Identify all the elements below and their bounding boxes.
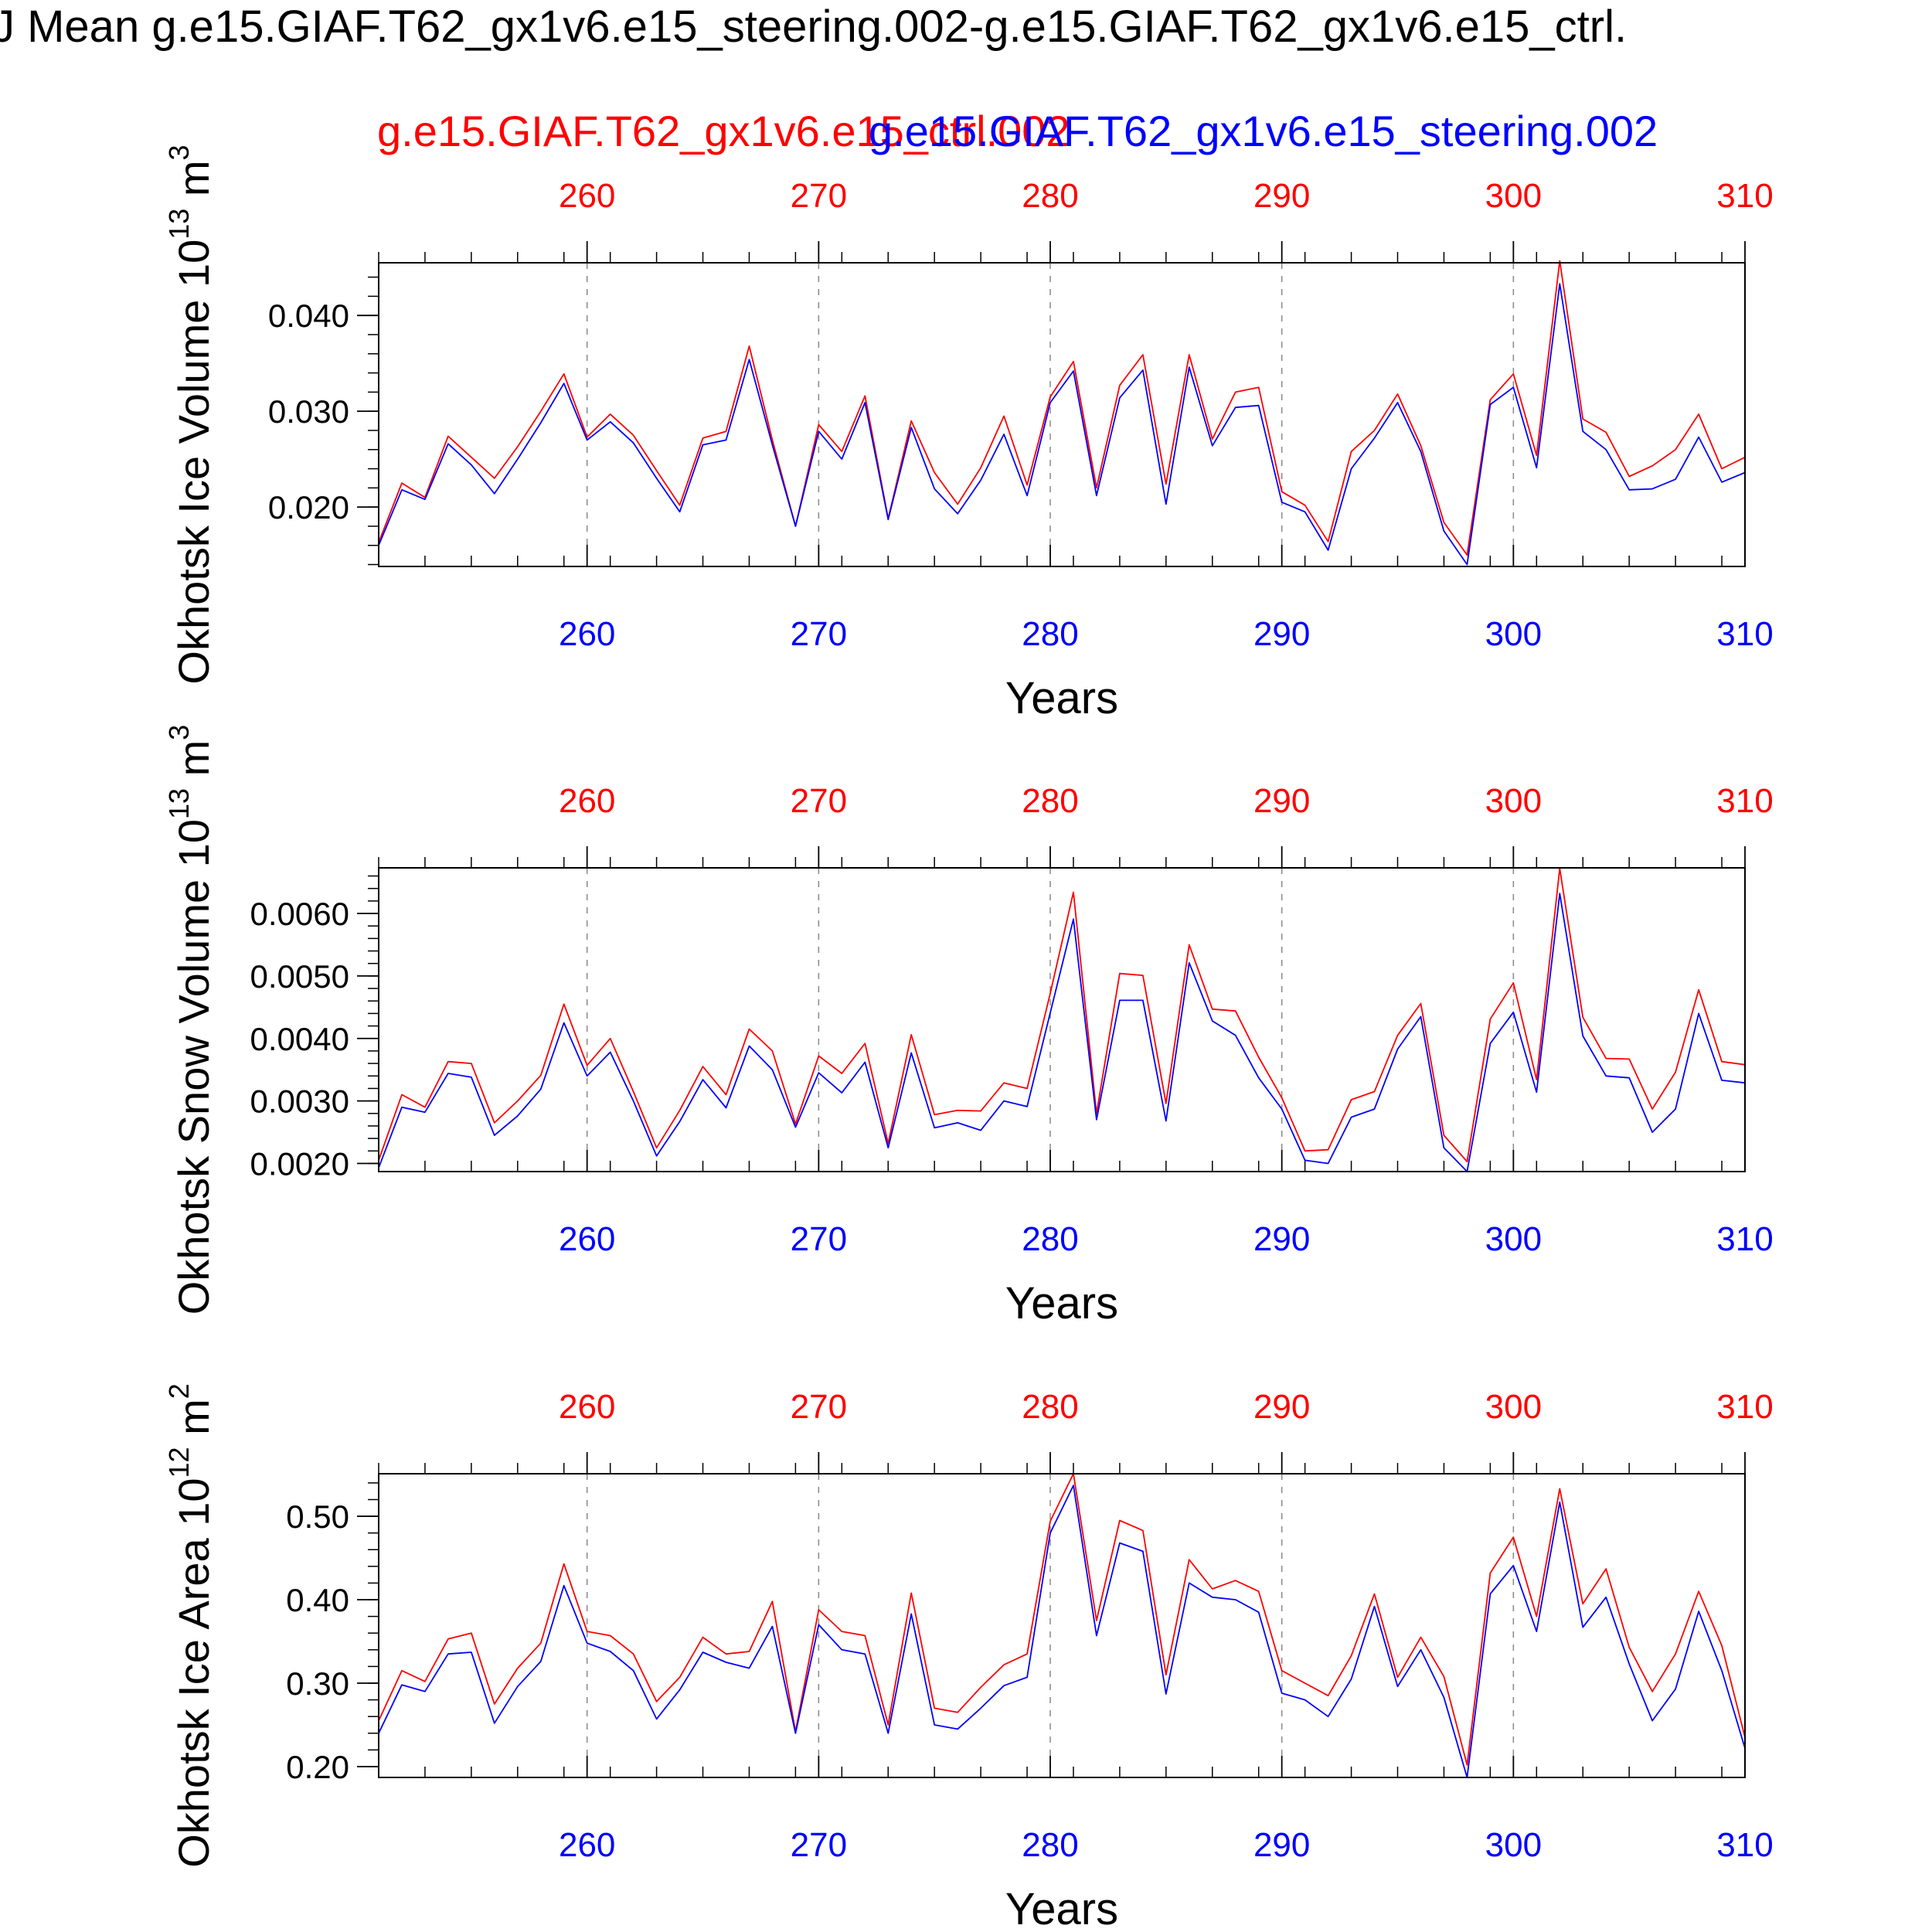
x-tick-label-top: 270	[791, 177, 847, 215]
x-tick-label-top: 270	[791, 782, 847, 820]
x-tick-label-top: 280	[1022, 1388, 1078, 1426]
x-tick-label-top: 290	[1253, 177, 1310, 215]
x-tick-label-bottom: 260	[559, 1826, 615, 1864]
y-tick-label: 0.0030	[250, 1083, 349, 1120]
series-line-steering	[378, 1485, 1746, 1778]
x-axis-label: Years	[1005, 1884, 1118, 1932]
y-tick-label: 0.030	[268, 393, 349, 430]
x-tick-label-bottom: 290	[1253, 1220, 1310, 1258]
x-tick-label-top: 280	[1022, 782, 1078, 820]
legend-entry-ctrl: g.e15.GIAF.T62_gx1v6.e15_ctrl.002	[377, 107, 1070, 155]
panel-3: 260 260 270 270 280 280 290 290 300 300 310 310 0.20…	[163, 1383, 1774, 1932]
y-axis-label: Okhotsk Ice Volume 1013 m3	[163, 145, 218, 684]
x-axis-label: Years	[1005, 673, 1118, 723]
y-tick-label: 0.40	[286, 1582, 349, 1618]
x-tick-label-top: 260	[559, 782, 615, 820]
x-tick-label-bottom: 280	[1022, 1826, 1078, 1864]
x-tick-label-top: 290	[1253, 1388, 1310, 1426]
y-axis-label: Okhotsk Snow Volume 1013 m3	[163, 725, 218, 1315]
x-tick-label-bottom: 280	[1022, 1220, 1078, 1258]
x-tick-label-top: 310	[1716, 1388, 1773, 1426]
x-tick-label-top: 300	[1485, 1388, 1542, 1426]
x-tick-label-bottom: 270	[791, 615, 847, 653]
x-tick-label-bottom: 290	[1253, 615, 1310, 653]
x-tick-label-bottom: 300	[1485, 1220, 1542, 1258]
series-line-ctrl	[378, 867, 1746, 1162]
x-tick-label-top: 260	[559, 1388, 615, 1426]
y-tick-label: 0.50	[286, 1498, 349, 1535]
plot-frame	[378, 1473, 1746, 1778]
x-tick-label-bottom: 270	[791, 1826, 847, 1864]
y-tick-label: 0.30	[286, 1665, 349, 1702]
x-tick-label-bottom: 290	[1253, 1826, 1310, 1864]
x-tick-label-top: 300	[1485, 177, 1542, 215]
series-line-steering	[378, 283, 1746, 566]
x-tick-label-top: 300	[1485, 782, 1542, 820]
x-tick-label-top: 270	[791, 1388, 847, 1426]
y-tick-label: 0.040	[268, 298, 349, 334]
plot-frame	[378, 262, 1746, 567]
x-tick-label-top: 260	[559, 177, 615, 215]
y-tick-label: 0.0020	[250, 1145, 349, 1182]
x-tick-label-bottom: 300	[1485, 615, 1542, 653]
x-tick-label-bottom: 310	[1716, 615, 1773, 653]
panel-2: 260 260 270 270 280 280 290 290 300 300 310 310 0.00…	[163, 725, 1774, 1328]
x-tick-label-bottom: 280	[1022, 615, 1078, 653]
x-tick-label-top: 310	[1716, 177, 1773, 215]
x-tick-label-top: 310	[1716, 782, 1773, 820]
x-tick-label-bottom: 260	[559, 1220, 615, 1258]
x-tick-label-top: 280	[1022, 177, 1078, 215]
series-line-ctrl	[378, 1473, 1746, 1766]
series-line-steering	[378, 893, 1746, 1172]
y-tick-label: 0.20	[286, 1749, 349, 1785]
x-tick-label-bottom: 310	[1716, 1826, 1773, 1864]
y-tick-label: 0.020	[268, 489, 349, 526]
figure-title: J Mean g.e15.GIAF.T62_gx1v6.e15_steering…	[0, 2, 1628, 52]
y-axis-label: Okhotsk Ice Area 1012 m2	[163, 1383, 218, 1868]
y-tick-label: 0.0040	[250, 1021, 349, 1057]
x-tick-label-bottom: 310	[1716, 1220, 1773, 1258]
panel-1: 260 260 270 270 280 280 290 290 300 300 310 310 0.02…	[163, 145, 1774, 723]
x-tick-label-bottom: 260	[559, 615, 615, 653]
x-tick-label-top: 290	[1253, 782, 1310, 820]
legend-entry-steering: g.e15.GIAF.T62_gx1v6.e15_steering.002	[869, 107, 1658, 155]
x-axis-label: Years	[1005, 1278, 1118, 1328]
plot-frame	[378, 867, 1746, 1172]
x-tick-label-bottom: 270	[791, 1220, 847, 1258]
x-tick-label-bottom: 300	[1485, 1826, 1542, 1864]
series-line-ctrl	[378, 260, 1746, 556]
y-tick-label: 0.0060	[250, 896, 349, 932]
y-tick-label: 0.0050	[250, 958, 349, 995]
